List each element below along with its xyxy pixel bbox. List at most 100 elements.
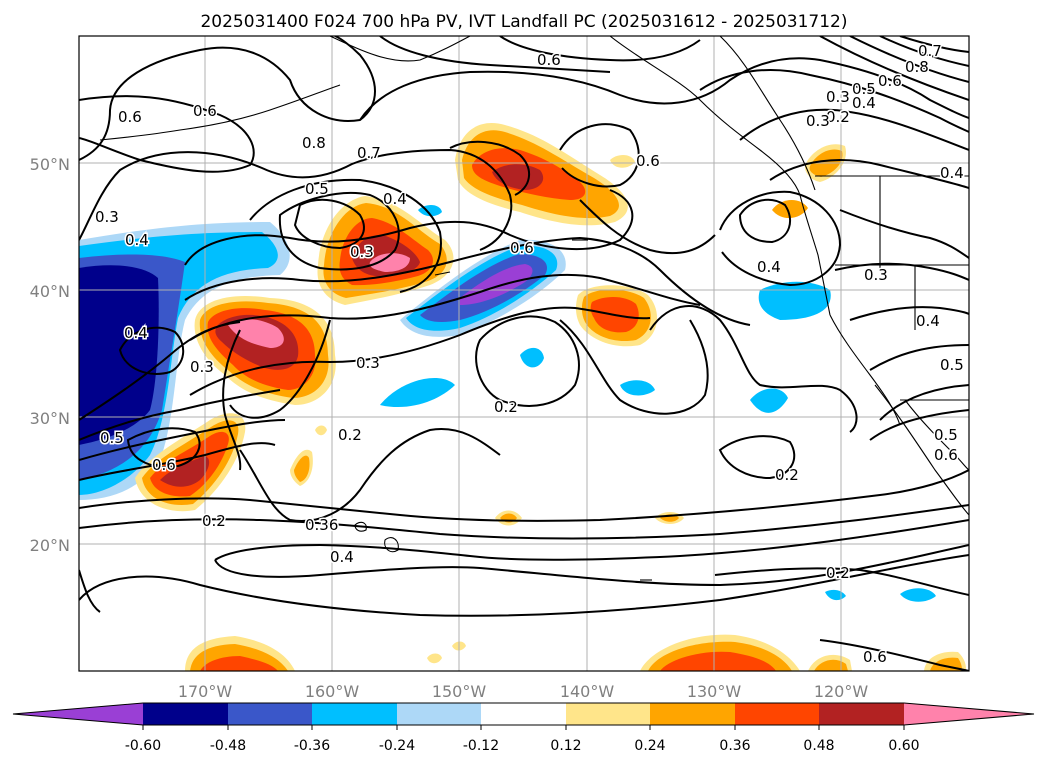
coastline-baja: [874, 384, 969, 516]
lat-label: 20°N: [30, 536, 70, 555]
shade-neg-patch: [758, 281, 831, 320]
hawaii-island: [384, 537, 399, 553]
pv-contour: [579, 199, 716, 255]
colorbar-segment: [143, 703, 228, 725]
shade-pos-outer: [427, 653, 442, 664]
contour-labels: 0.3 0.6 0.6 0.8 0.7 0.5 0.4 0.3 0.4 0.3 …: [94, 41, 966, 668]
contour-label: 0.6: [537, 51, 561, 69]
pv-contour: [214, 519, 969, 561]
coastline-alaska: [329, 36, 471, 62]
shade-pos-core: [228, 319, 284, 348]
contour-label: 0.6: [934, 446, 958, 464]
map-panel: 0.3 0.6 0.6 0.8 0.7 0.5 0.4 0.3 0.4 0.3 …: [78, 35, 970, 672]
pv-contour: [869, 409, 969, 441]
colorbar-tick-label: -0.60: [125, 738, 161, 754]
pv-contour: [79, 36, 376, 161]
pv-contour: [739, 108, 969, 151]
shade-pos-strong: [160, 456, 210, 487]
colorbar-segment: [228, 703, 312, 725]
colorbar-segment: [735, 703, 819, 725]
contour-label: 0.5: [100, 429, 124, 447]
colorbar-tick-label: 0.60: [888, 738, 919, 754]
contour-label: 0.2: [775, 466, 799, 484]
coastlines: [99, 36, 969, 581]
shade-pos-mid: [772, 199, 808, 219]
colorbar-tick-label: -0.12: [463, 738, 499, 754]
contour-label: 0.3: [190, 358, 214, 376]
shade-neg-patch: [520, 347, 544, 368]
coastline-southeast-alaska: [609, 36, 801, 196]
pv-contour: [719, 190, 842, 287]
pv-contour: [293, 198, 365, 250]
lon-label: 170°W: [178, 682, 233, 701]
pv-contour: [839, 209, 969, 259]
figure-title: 2025031400 F024 700 hPa PV, IVT Landfall…: [200, 12, 847, 32]
contour-label: 0.5: [940, 356, 964, 374]
shade-pos-mid: [294, 455, 310, 482]
contour-label: 0.3: [826, 88, 850, 106]
lat-label: 40°N: [30, 282, 70, 301]
pv-contour: [278, 191, 400, 271]
contour-label: 0.3: [806, 112, 830, 130]
pv-contour: [79, 389, 281, 441]
contour-label: 0.3: [95, 208, 119, 226]
contour-label: 0.4: [940, 164, 964, 182]
pv-contour: [718, 435, 796, 480]
pv-contour: [649, 305, 858, 433]
coastline-mexico: [904, 399, 969, 471]
shade-pos-inner: [660, 651, 776, 671]
pv-contour: [118, 326, 185, 375]
pv-contour: [879, 36, 969, 67]
pv-contour: [249, 178, 442, 293]
contour-label: 0.4: [852, 94, 876, 112]
pv-contour: [79, 148, 513, 251]
pv-contour: [79, 95, 255, 173]
colorbar-segment: [481, 703, 566, 725]
longitude-labels: 170°W 160°W 150°W 140°W 130°W 120°W: [178, 682, 869, 701]
colorbar-tick-label: 0.12: [550, 738, 581, 754]
pv-contour: [79, 569, 101, 613]
contour-label: 0.2: [494, 398, 518, 416]
lon-label: 140°W: [560, 682, 615, 701]
colorbar-tick-label: 0.24: [634, 738, 665, 754]
pv-contour: [79, 469, 969, 522]
colorbar-tick-label: 0.48: [803, 738, 834, 754]
pv-contour: [79, 504, 969, 540]
contour-label: 0.4: [383, 190, 407, 208]
contour-label: 0.2: [202, 512, 226, 530]
pv-contour: [819, 36, 969, 101]
colorbar-tick-label: -0.24: [379, 738, 415, 754]
contour-label: 0.6: [863, 648, 887, 666]
shade-neg-patch: [620, 380, 655, 396]
lon-label: 130°W: [687, 682, 742, 701]
island: [434, 271, 451, 276]
shade-neg-patch: [750, 388, 788, 413]
pv-contour: [899, 36, 969, 53]
pv-contour: [126, 427, 201, 468]
pv-contours: [79, 36, 969, 671]
pv-contour: [379, 36, 611, 73]
contour-label: 0.6: [152, 456, 176, 474]
contour-label: 0.4: [125, 231, 149, 249]
shade-pos-outer: [610, 154, 635, 168]
pv-contour: [699, 69, 969, 133]
latitude-labels: 50°N 40°N 30°N 20°N: [30, 155, 70, 555]
shade-pos-inner: [200, 656, 278, 671]
colorbar: -0.60 -0.48 -0.36 -0.24 -0.12 0.12 0.24 …: [12, 702, 1035, 754]
pv-contour: [359, 57, 969, 121]
pv-contour: [559, 123, 640, 188]
coastline-british-columbia: [719, 36, 816, 191]
pv-contour: [879, 384, 969, 421]
pv-contour: [849, 306, 969, 321]
colorbar-segment: [819, 703, 904, 725]
pv-contour: [738, 198, 792, 244]
colorbar-segment: [13, 703, 143, 725]
shade-neg-patch: [380, 377, 455, 408]
contour-label: 0.7: [918, 42, 942, 60]
shade-neg-patch: [900, 588, 936, 602]
pv-contour: [559, 319, 709, 415]
coastline-pacific-northwest: [799, 194, 831, 316]
aleutian-islands: [99, 84, 341, 141]
pv-contour: [475, 315, 580, 407]
